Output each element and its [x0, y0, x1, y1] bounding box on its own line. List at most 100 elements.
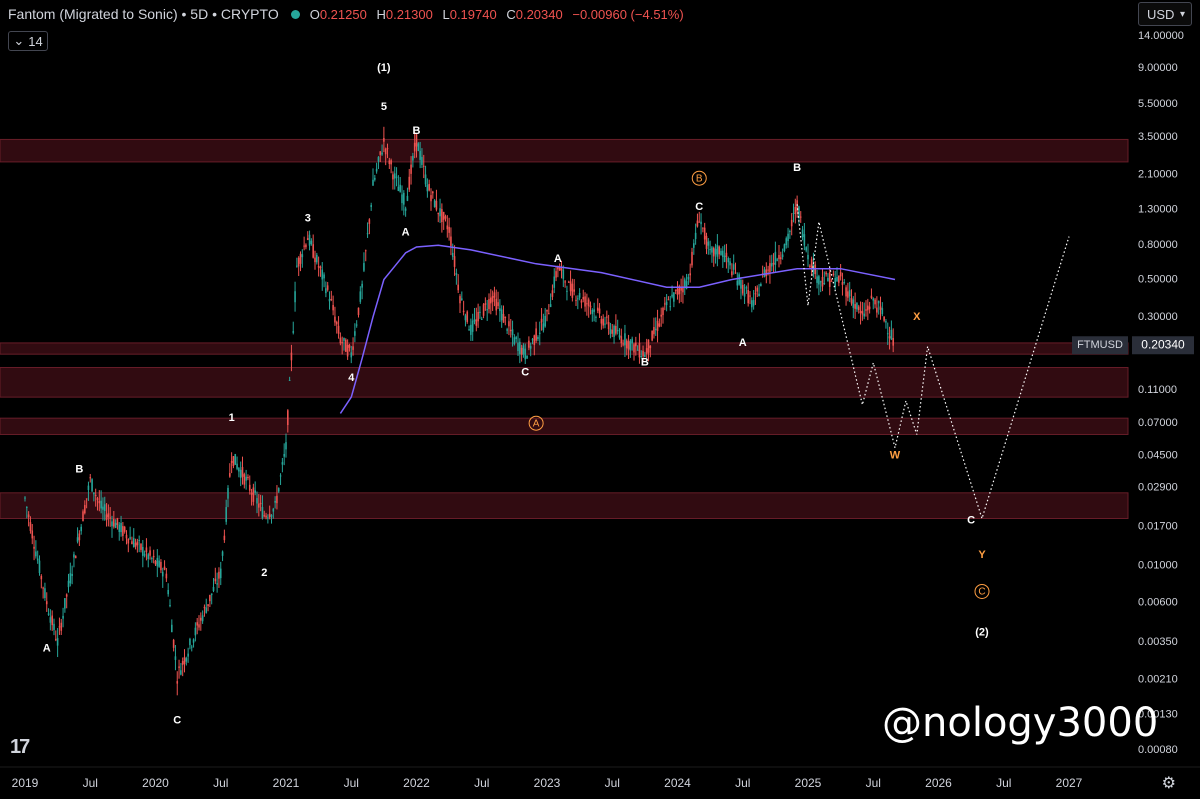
candle-body	[602, 318, 604, 326]
candle-body	[161, 571, 164, 577]
candle-body	[662, 308, 664, 316]
candle-body	[615, 325, 617, 334]
candle-body	[491, 296, 494, 302]
candle-body	[265, 515, 267, 518]
candle-body	[819, 281, 822, 283]
candle-body	[234, 454, 237, 465]
high-key: H	[376, 6, 386, 22]
candle-body	[109, 517, 111, 519]
gear-icon[interactable]: ⚙	[1161, 775, 1176, 792]
x-tick-label: 2022	[403, 776, 430, 790]
candle-body	[292, 331, 295, 333]
wave-label: C	[521, 366, 529, 378]
candle-body	[80, 526, 82, 532]
candle-body	[847, 291, 849, 298]
candle-body	[132, 538, 135, 548]
candle-body	[450, 236, 452, 246]
candle-body	[669, 306, 672, 308]
candle-body	[743, 293, 746, 297]
candle-body	[712, 247, 715, 257]
candle-body	[636, 349, 639, 351]
candle-body	[339, 337, 342, 344]
y-tick-label: 0.30000	[1138, 311, 1178, 323]
candle-body	[616, 329, 619, 332]
candle-body	[651, 330, 653, 341]
candle-body	[297, 257, 300, 267]
candle-body	[809, 265, 811, 267]
candle-body	[618, 335, 621, 338]
candle-body	[219, 568, 222, 579]
candle-body	[160, 561, 162, 571]
candle-body	[716, 245, 719, 257]
candle-body	[56, 638, 59, 646]
candle-body	[700, 221, 702, 225]
candle-body	[441, 209, 443, 223]
candle-body	[267, 517, 269, 519]
candle-body	[522, 345, 525, 355]
label-letter: C	[978, 587, 985, 598]
x-tick-label: Jul	[474, 776, 489, 790]
label-circle	[528, 415, 544, 431]
high-value: 0.21300	[385, 6, 433, 22]
candle-body	[303, 245, 305, 247]
candle-body	[524, 348, 527, 360]
y-tick-label: 0.50000	[1138, 273, 1178, 285]
candle-body	[480, 318, 483, 320]
candle-body	[540, 318, 543, 323]
tradingview-logo-icon[interactable]: 17	[10, 736, 30, 758]
x-tick-label: 2021	[273, 776, 300, 790]
candle-body	[343, 337, 345, 341]
candle-body	[589, 305, 592, 308]
candle-body	[74, 556, 77, 559]
candle-body	[355, 324, 358, 326]
candle-body	[200, 617, 202, 621]
candle-body	[236, 463, 238, 469]
candle-body	[218, 571, 220, 579]
candle-body	[143, 554, 146, 556]
candle-body	[785, 238, 788, 246]
candle-body	[654, 328, 657, 330]
indicator-toggle[interactable]: ⌄ 14	[8, 31, 48, 51]
candle-body	[747, 289, 749, 304]
candle-body	[756, 287, 759, 292]
candle-body	[310, 240, 313, 245]
candle-body	[455, 272, 458, 275]
candle-body	[504, 316, 507, 318]
candle-body	[76, 537, 79, 542]
candle-body	[205, 607, 208, 613]
candle-body	[468, 329, 470, 331]
candle-body	[98, 500, 101, 504]
candle-body	[484, 303, 487, 305]
candle-body	[348, 344, 351, 348]
symbol-title[interactable]: Fantom (Migrated to Sonic) • 5D • CRYPTO	[8, 6, 279, 22]
candle-body	[890, 329, 893, 340]
candle-body	[424, 174, 427, 185]
candle-body	[216, 583, 218, 585]
currency-select[interactable]: USD ▾	[1138, 2, 1192, 26]
candle-body	[577, 298, 579, 300]
candle-body	[482, 304, 485, 316]
candle-body	[703, 227, 706, 240]
candle-body	[169, 604, 171, 607]
candle-body	[60, 622, 63, 631]
candle-body	[828, 272, 831, 287]
candle-body	[696, 220, 699, 227]
candle-body	[308, 234, 311, 246]
candle-body	[633, 344, 635, 353]
candle-body	[31, 530, 34, 539]
circled-wave-label: B	[691, 170, 707, 186]
wave-label: C	[173, 714, 181, 726]
candle-body	[709, 249, 711, 251]
candle-body	[325, 288, 327, 294]
candle-body	[379, 151, 382, 155]
wave-label: B	[75, 464, 83, 476]
candle-body	[553, 276, 556, 288]
candle-body	[702, 227, 704, 229]
candle-body	[85, 498, 88, 500]
candle-body	[131, 541, 133, 545]
candle-body	[790, 219, 793, 227]
candle-body	[863, 313, 865, 317]
label-letter: B	[696, 173, 703, 184]
candle-body	[107, 513, 110, 518]
